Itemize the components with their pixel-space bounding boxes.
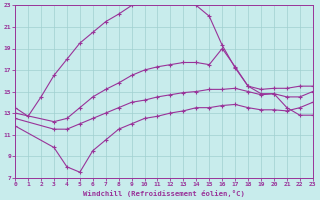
X-axis label: Windchill (Refroidissement éolien,°C): Windchill (Refroidissement éolien,°C)	[83, 190, 245, 197]
